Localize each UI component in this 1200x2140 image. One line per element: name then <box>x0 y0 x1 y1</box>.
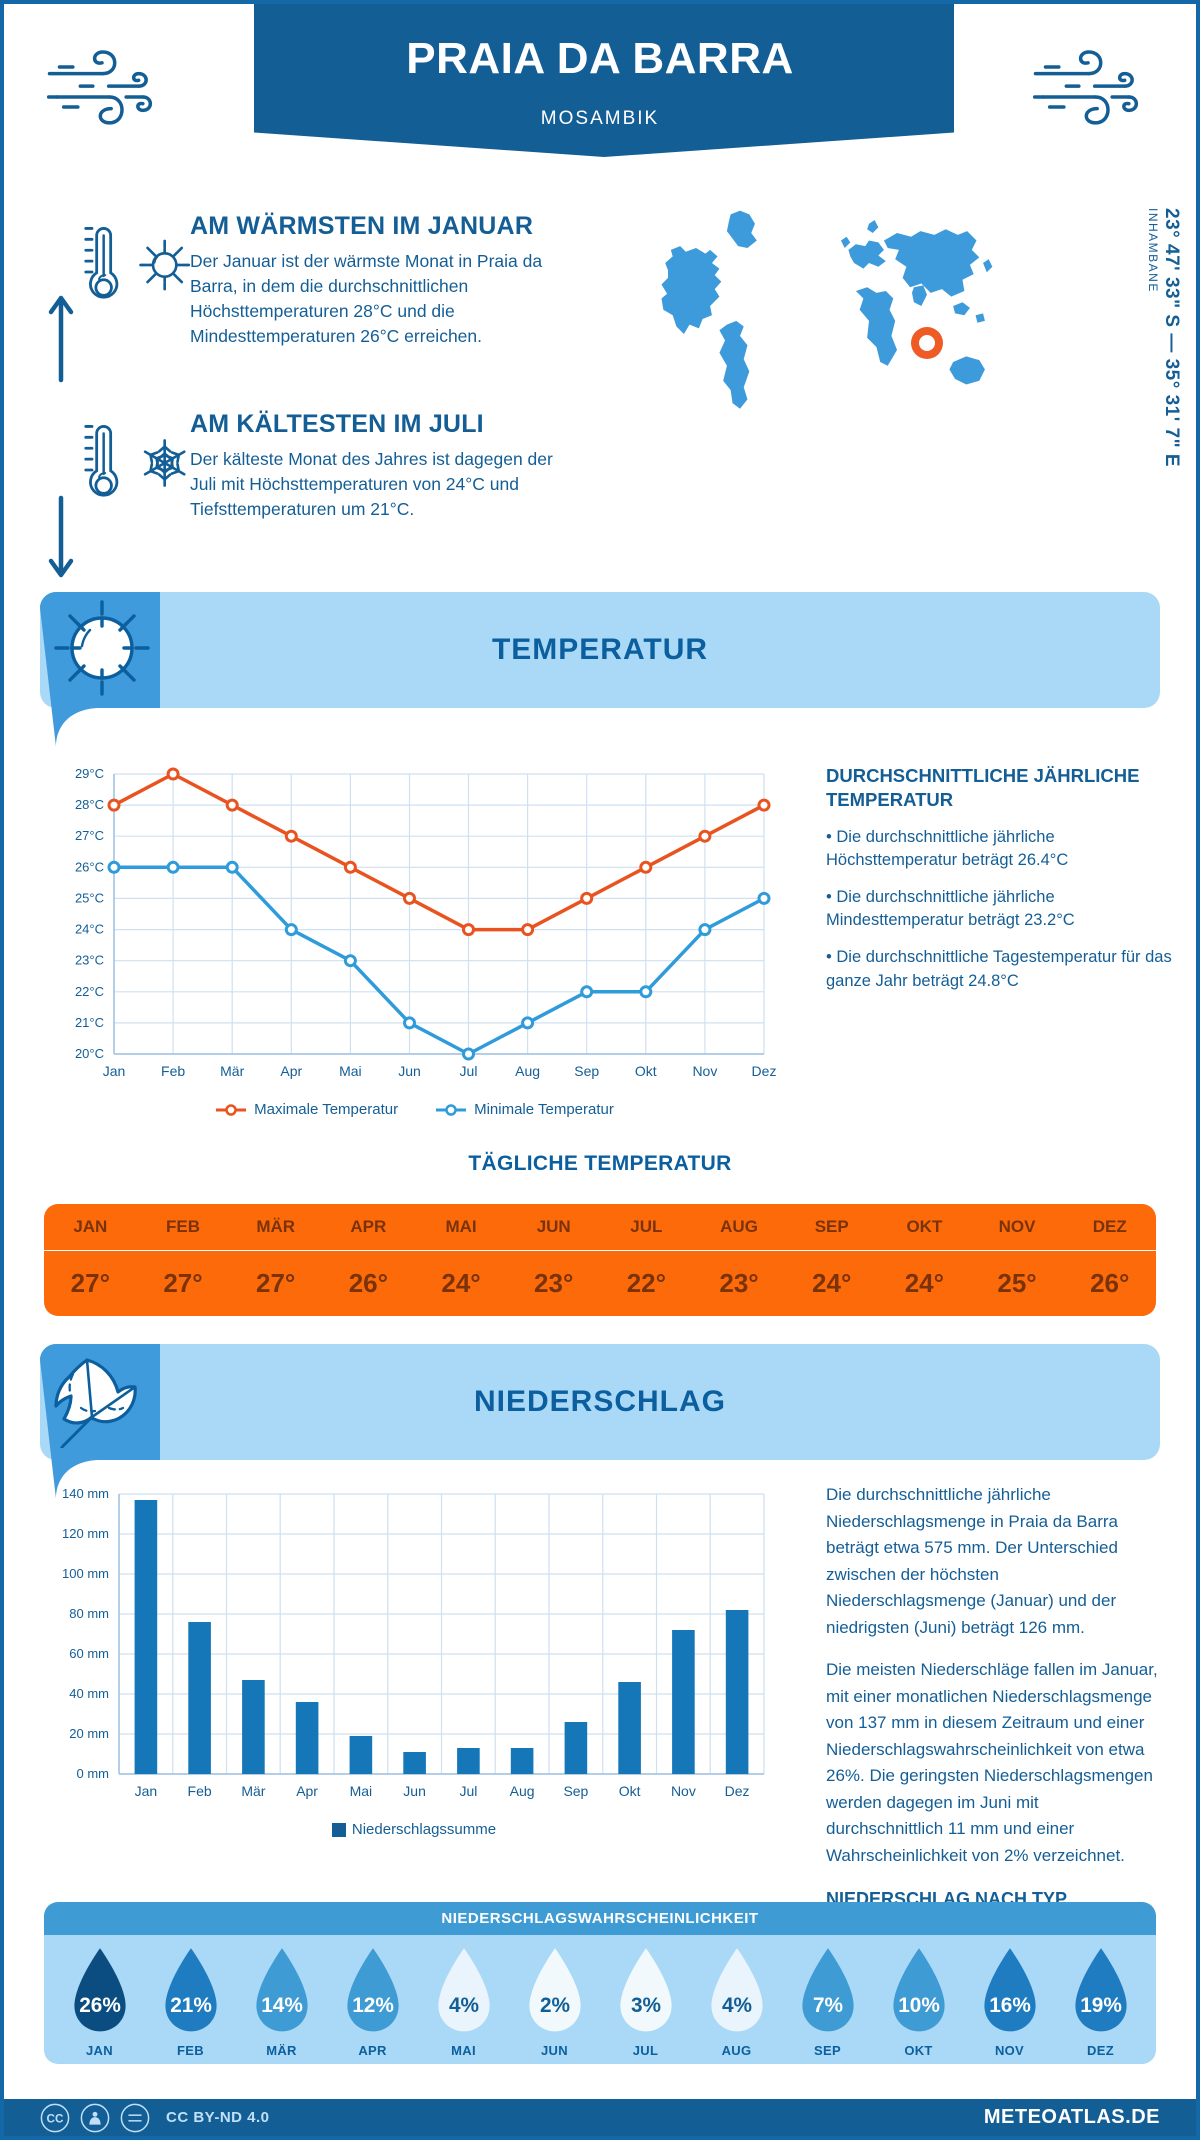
svg-text:10%: 10% <box>898 1994 940 2017</box>
svg-text:Jan: Jan <box>103 1063 126 1079</box>
svg-text:Mär: Mär <box>241 1783 265 1799</box>
svg-text:Sep: Sep <box>563 1783 588 1799</box>
svg-text:26%: 26% <box>79 1994 121 2017</box>
svg-text:Jul: Jul <box>460 1063 478 1079</box>
svg-text:140 mm: 140 mm <box>62 1486 109 1501</box>
svg-text:Nov: Nov <box>671 1783 696 1799</box>
svg-text:80 mm: 80 mm <box>69 1606 109 1621</box>
svg-text:25°C: 25°C <box>75 890 104 905</box>
svg-text:7%: 7% <box>812 1994 842 2017</box>
svg-text:Okt: Okt <box>619 1783 641 1799</box>
svg-text:23°C: 23°C <box>75 953 104 968</box>
svg-text:Feb: Feb <box>161 1063 185 1079</box>
svg-text:Dez: Dez <box>725 1783 750 1799</box>
svg-text:22°C: 22°C <box>75 984 104 999</box>
svg-text:4%: 4% <box>448 1994 478 2017</box>
svg-text:Mai: Mai <box>339 1063 362 1079</box>
svg-text:29°C: 29°C <box>75 766 104 781</box>
svg-text:12%: 12% <box>352 1994 394 2017</box>
svg-text:Apr: Apr <box>296 1783 318 1799</box>
svg-text:16%: 16% <box>989 1994 1031 2017</box>
svg-text:Dez: Dez <box>752 1063 777 1079</box>
svg-text:Jul: Jul <box>459 1783 477 1799</box>
svg-text:28°C: 28°C <box>75 797 104 812</box>
svg-text:Okt: Okt <box>635 1063 657 1079</box>
svg-text:CC: CC <box>47 2112 64 2125</box>
svg-text:4%: 4% <box>721 1994 751 2017</box>
svg-text:Sep: Sep <box>574 1063 599 1079</box>
svg-text:Aug: Aug <box>515 1063 540 1079</box>
svg-text:14%: 14% <box>261 1994 303 2017</box>
svg-text:Jun: Jun <box>398 1063 421 1079</box>
svg-text:60 mm: 60 mm <box>69 1646 109 1661</box>
svg-text:19%: 19% <box>1080 1994 1122 2017</box>
svg-text:40 mm: 40 mm <box>69 1686 109 1701</box>
svg-text:Mai: Mai <box>350 1783 373 1799</box>
svg-text:2%: 2% <box>539 1994 569 2017</box>
svg-text:3%: 3% <box>630 1994 660 2017</box>
svg-text:Mär: Mär <box>220 1063 244 1079</box>
svg-text:20 mm: 20 mm <box>69 1726 109 1741</box>
svg-text:20°C: 20°C <box>75 1046 104 1061</box>
svg-text:27°C: 27°C <box>75 828 104 843</box>
svg-text:26°C: 26°C <box>75 859 104 874</box>
svg-text:Apr: Apr <box>280 1063 302 1079</box>
svg-text:Aug: Aug <box>510 1783 535 1799</box>
svg-text:0 mm: 0 mm <box>77 1766 110 1781</box>
svg-text:Jan: Jan <box>135 1783 158 1799</box>
svg-text:Nov: Nov <box>692 1063 717 1079</box>
svg-text:100 mm: 100 mm <box>62 1566 109 1581</box>
svg-text:120 mm: 120 mm <box>62 1526 109 1541</box>
svg-text:21%: 21% <box>170 1994 212 2017</box>
svg-text:Jun: Jun <box>403 1783 426 1799</box>
svg-text:21°C: 21°C <box>75 1015 104 1030</box>
svg-text:24°C: 24°C <box>75 922 104 937</box>
svg-text:Feb: Feb <box>188 1783 212 1799</box>
